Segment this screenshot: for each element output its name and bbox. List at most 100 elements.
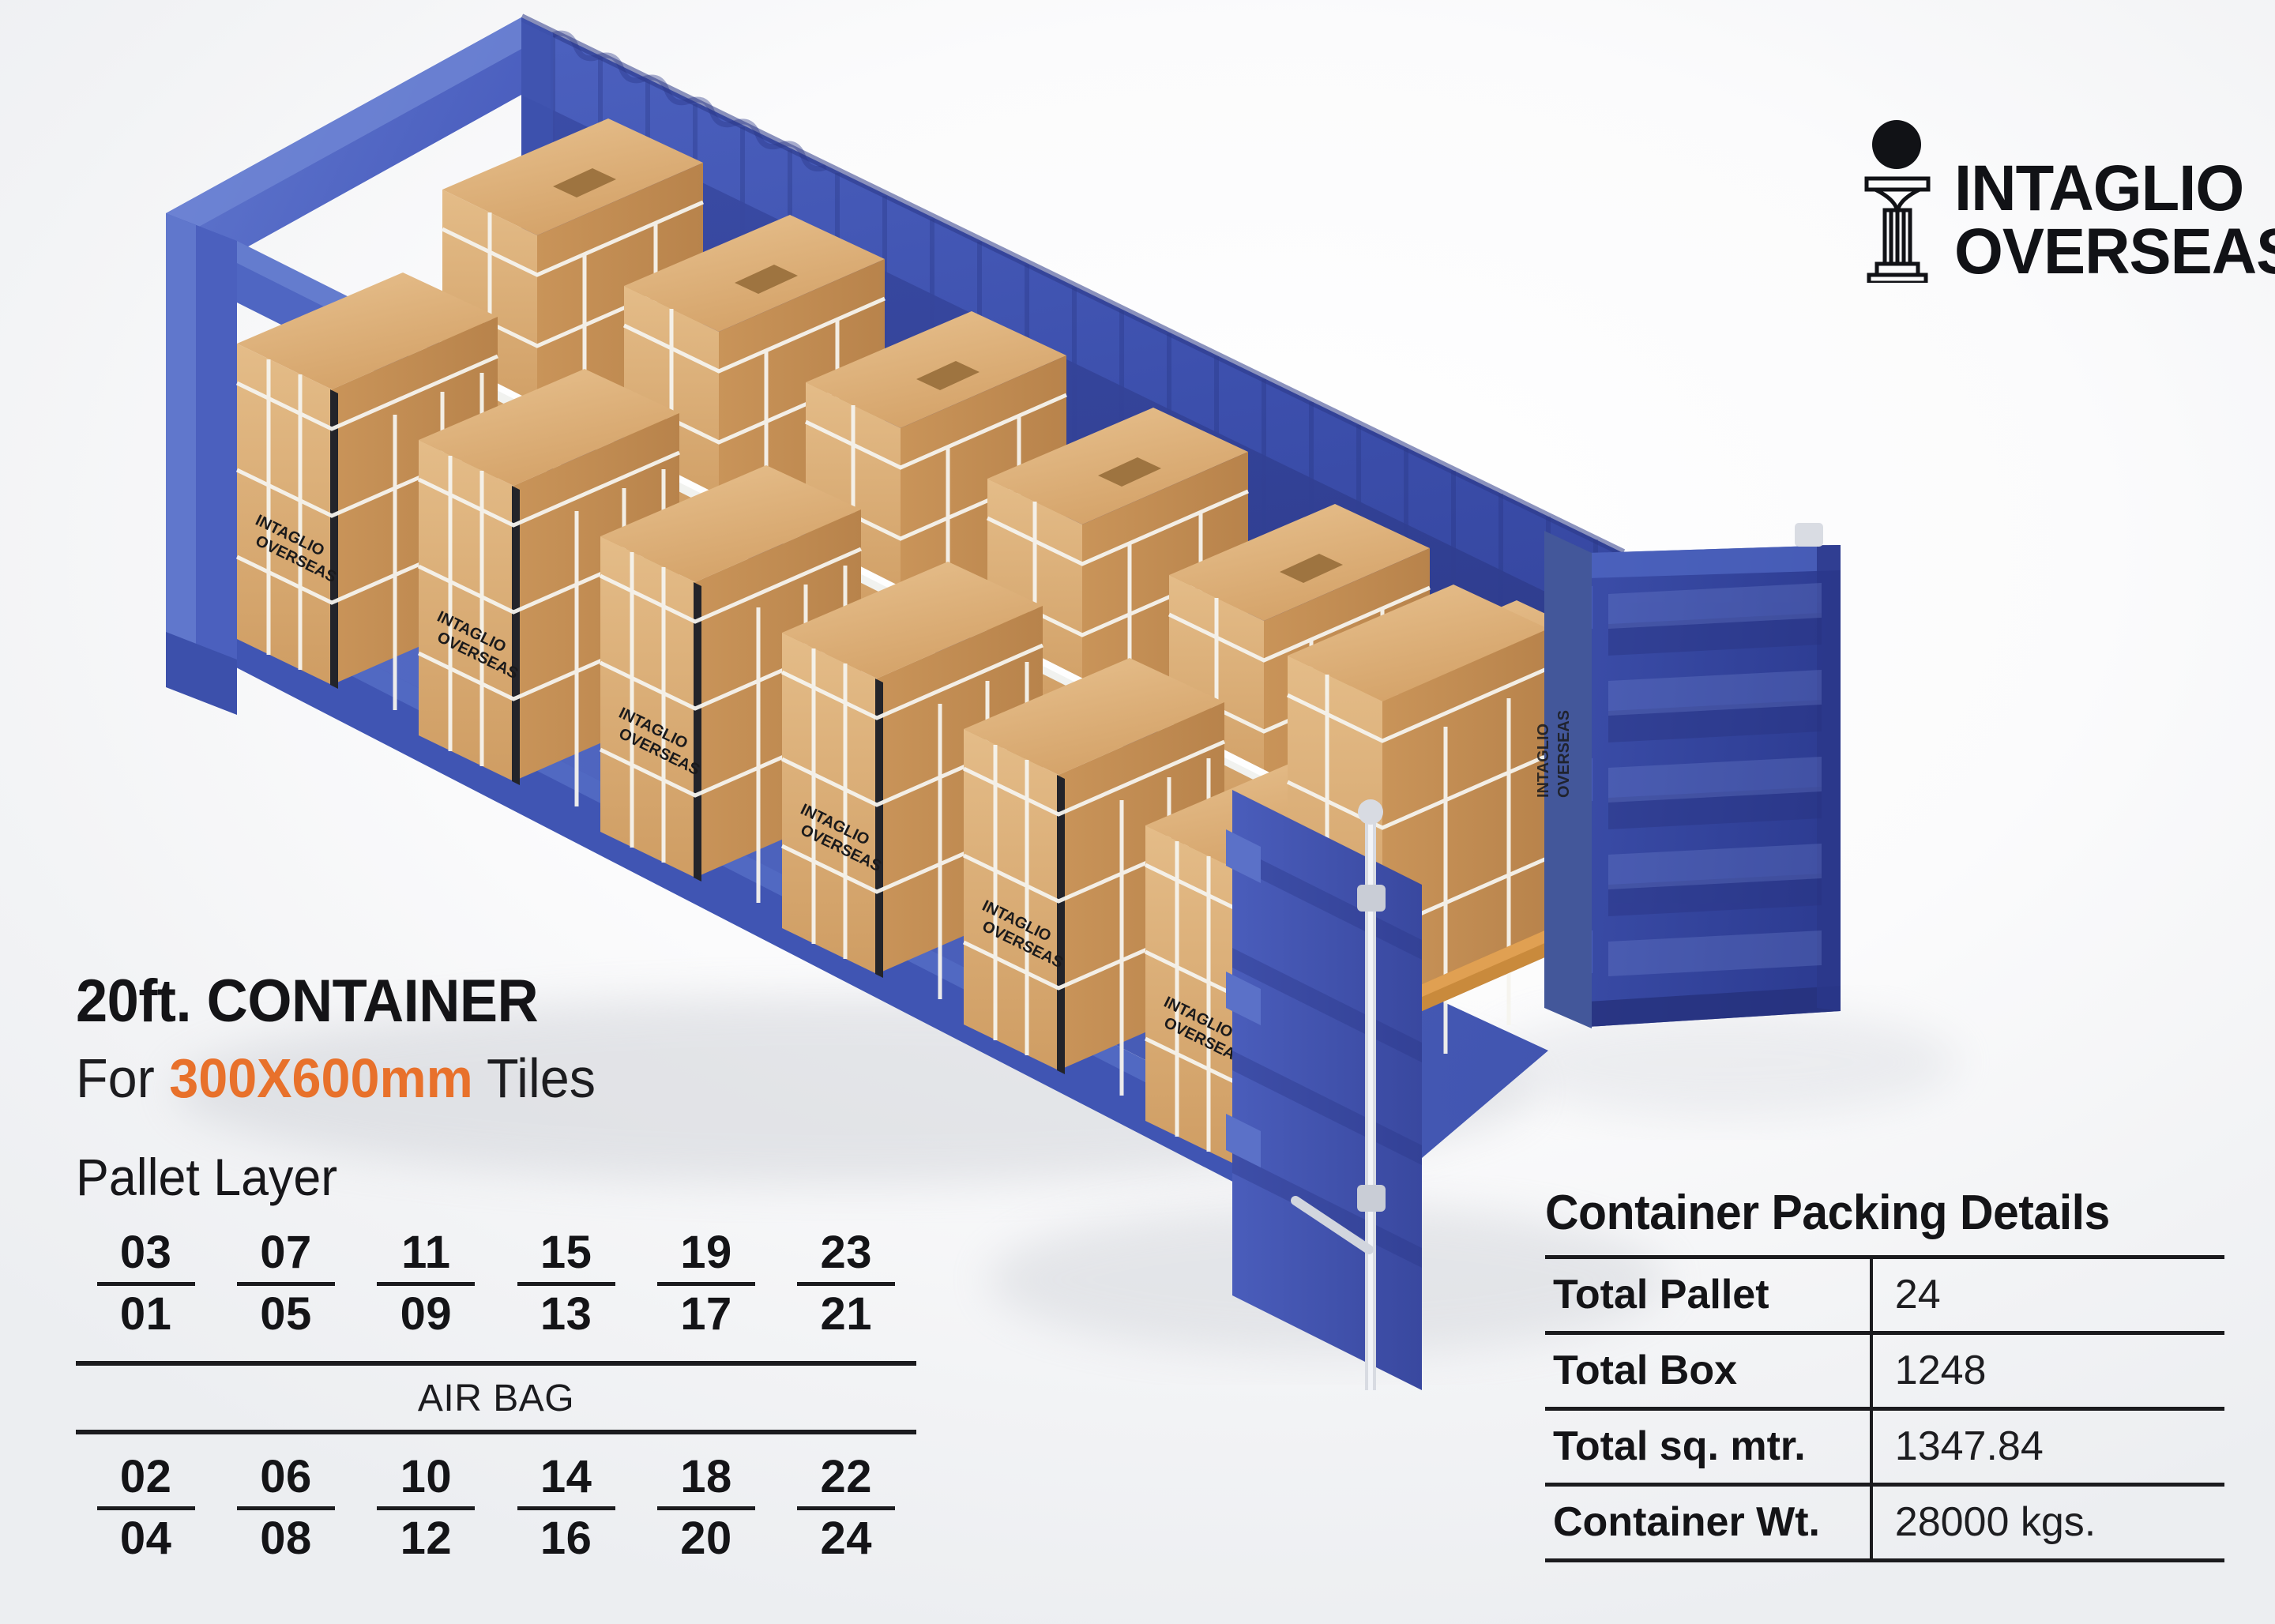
pallet-number: 02 [119, 1450, 172, 1502]
pallet-divider [377, 1506, 476, 1510]
table-row: Total Box 1248 [1545, 1331, 2224, 1409]
pallet-number: 13 [540, 1288, 592, 1340]
door-locking-rod [1291, 799, 1386, 1390]
table-row: Total Pallet 24 [1545, 1255, 2224, 1333]
pallet-column: 02 04 [76, 1450, 216, 1565]
pallet-number: 23 [820, 1227, 873, 1278]
subtitle-prefix: For [76, 1047, 170, 1109]
pallet-divider [236, 1506, 336, 1510]
row-label: Container Wt. [1545, 1483, 1873, 1562]
pallet-number: 22 [820, 1450, 873, 1502]
left-info-block: 20ft. CONTAINER For 300X600mm Tiles Pall… [76, 972, 961, 1565]
svg-text:INTAGLIO: INTAGLIO [253, 512, 327, 560]
svg-text:OVERSEAS: OVERSEAS [434, 629, 521, 683]
air-bag-rule-top [76, 1360, 916, 1366]
container-top-rail-long [237, 241, 1446, 908]
pallet-number: 10 [400, 1450, 453, 1502]
packing-details-table: Total Pallet 24 Total Box 1248 Total sq.… [1545, 1255, 2224, 1562]
subtitle-tile-size: 300X600mm [169, 1047, 473, 1109]
row-value: 1347.84 [1871, 1407, 2224, 1485]
svg-text:INTAGLIO: INTAGLIO [798, 801, 872, 849]
pallet-number: 15 [540, 1227, 592, 1278]
svg-text:OVERSEAS: OVERSEAS [980, 918, 1066, 972]
pallet-layer-table: 03 01 07 05 11 09 15 13 [76, 1227, 916, 1565]
pallet-number: 05 [260, 1288, 312, 1340]
brand-logo: INTAGLIO OVERSEAS [1861, 118, 2275, 284]
pallet-number: 16 [540, 1512, 592, 1564]
pallet-layer-top-group: 03 01 07 05 11 09 15 13 [76, 1227, 916, 1340]
pallet-divider [517, 1506, 615, 1510]
svg-text:OVERSEAS: OVERSEAS [798, 821, 885, 876]
pallet-divider [377, 1281, 476, 1286]
pallet-number: 18 [680, 1450, 732, 1502]
pallet-column: 10 12 [356, 1450, 496, 1565]
pallet-number: 06 [260, 1450, 312, 1502]
roof-wave-edge [519, 13, 1626, 557]
pallet-column: 22 24 [777, 1450, 916, 1565]
pallet-column: 07 05 [216, 1227, 355, 1340]
pallet-divider [656, 1281, 756, 1286]
air-bag-rule-bottom [76, 1429, 916, 1434]
pallet-number: 04 [119, 1512, 172, 1564]
container-door-near [1226, 790, 1422, 1390]
pallet-number: 14 [540, 1450, 592, 1502]
svg-text:INTAGLIO: INTAGLIO [434, 608, 509, 656]
container-packing-details: Container Packing Details Total Pallet 2… [1545, 1185, 2224, 1562]
svg-text:OVERSEAS: OVERSEAS [253, 532, 340, 587]
svg-text:INTAGLIO: INTAGLIO [1535, 724, 1552, 798]
svg-text:INTAGLIO: INTAGLIO [980, 897, 1054, 945]
pallet-at-door [1286, 585, 1550, 1054]
pallet-number: 17 [680, 1288, 732, 1340]
subtitle-suffix: Tiles [472, 1047, 596, 1109]
table-row: Container Wt. 28000 kgs. [1545, 1483, 2224, 1562]
air-bag-label: AIR BAG [417, 1377, 575, 1419]
pallet-number: 01 [119, 1288, 172, 1340]
row-label: Total sq. mtr. [1545, 1407, 1873, 1485]
container-door-far [1572, 523, 1841, 1027]
pallet-divider [797, 1506, 896, 1510]
corrugation-ribs [551, 36, 1598, 923]
svg-text:OVERSEAS: OVERSEAS [1555, 710, 1573, 798]
row-label: Total Pallet [1545, 1255, 1873, 1333]
logo-line-2: OVERSEAS [1954, 215, 2275, 288]
pillar-column-icon [1861, 118, 1934, 284]
row-value: 1248 [1871, 1331, 2224, 1409]
container-rear-corner-post [1544, 531, 1592, 1028]
pallet-number: 08 [260, 1512, 312, 1564]
row-value: 28000 kgs. [1871, 1483, 2224, 1562]
packing-details-title: Container Packing Details [1545, 1186, 2110, 1240]
pallet-divider [96, 1281, 195, 1286]
pallet-number: 03 [119, 1227, 172, 1278]
pallet-number: 12 [400, 1512, 453, 1564]
pallet-divider [517, 1281, 615, 1286]
pallet-column: 06 08 [216, 1450, 355, 1565]
svg-text:INTAGLIO: INTAGLIO [616, 705, 690, 753]
pallet-column: 11 09 [356, 1227, 496, 1340]
pallet-column: 03 01 [76, 1227, 216, 1340]
pallet-column: 14 16 [496, 1450, 636, 1565]
pallet-number: 21 [820, 1288, 873, 1340]
pallet-number: 19 [680, 1227, 732, 1278]
logo-line-1: INTAGLIO [1954, 152, 2244, 224]
pallet-column: 23 21 [777, 1227, 916, 1340]
door-brand-stamp: INTAGLIO OVERSEAS [1535, 710, 1573, 798]
pallet-number: 11 [401, 1227, 451, 1278]
container-front-frame [166, 17, 553, 715]
row-value: 24 [1871, 1255, 2224, 1333]
pallet-number: 09 [400, 1288, 453, 1340]
page-subtitle: For 300X600mm Tiles [76, 1051, 916, 1106]
pallet-layer-heading: Pallet Layer [76, 1148, 338, 1206]
pallet-divider [656, 1506, 756, 1510]
pallet-number: 24 [820, 1512, 873, 1564]
svg-text:INTAGLIO: INTAGLIO [1161, 994, 1235, 1042]
pallet-row-far [441, 118, 1613, 930]
page-title: 20ft. CONTAINER [76, 968, 539, 1035]
pallet-divider [96, 1506, 195, 1510]
container-interior-wall [521, 95, 1596, 948]
pallet-divider [797, 1281, 896, 1286]
pallet-column: 18 20 [636, 1450, 776, 1565]
pallet-number: 20 [680, 1512, 732, 1564]
air-bag-divider [395, 332, 1387, 847]
pallet-column: 15 13 [496, 1227, 636, 1340]
